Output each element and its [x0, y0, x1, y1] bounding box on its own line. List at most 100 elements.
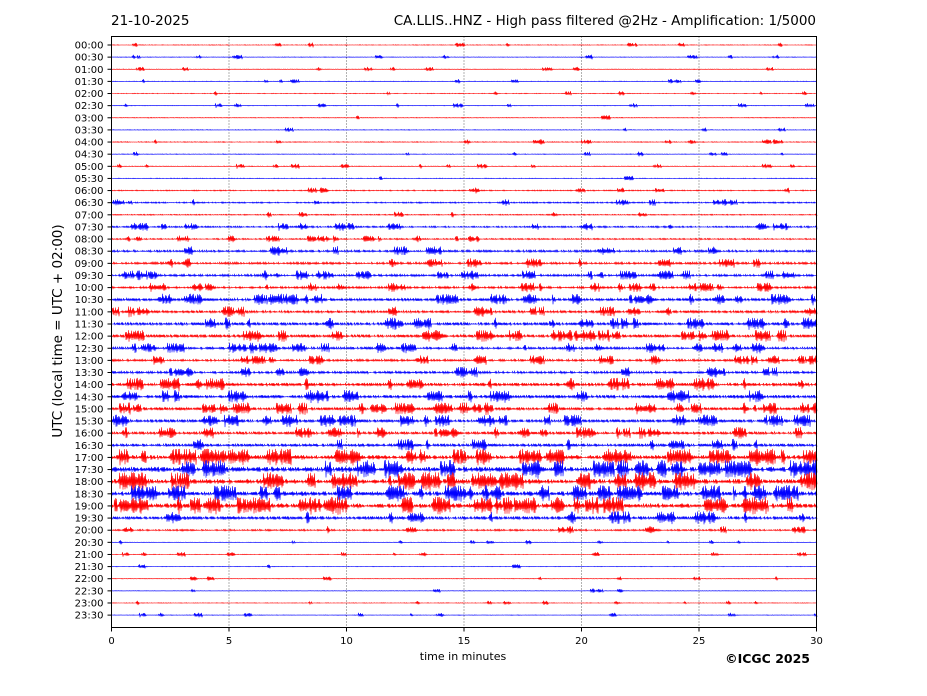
y-tick-label: 06:00 — [75, 186, 104, 197]
trace-line — [111, 66, 818, 72]
trace-line — [111, 127, 818, 132]
trace-line — [111, 79, 817, 84]
trace-line — [111, 438, 818, 451]
y-tick-label: 01:00 — [75, 65, 104, 76]
y-tick-label: 02:00 — [75, 89, 104, 100]
trace-line — [111, 485, 818, 502]
y-tick-label: 05:30 — [75, 174, 104, 185]
y-tick-label: 08:00 — [75, 235, 104, 246]
trace-line — [111, 103, 818, 108]
trace-line — [111, 306, 818, 318]
y-tick-label: 16:00 — [75, 429, 104, 440]
y-tick-label: 09:00 — [75, 259, 104, 270]
trace-line — [111, 600, 818, 606]
y-tick-label: 13:30 — [75, 368, 104, 379]
trace-line — [111, 270, 818, 281]
trace-line — [111, 612, 818, 618]
trace-line — [111, 187, 818, 194]
y-tick-label: 17:30 — [75, 465, 104, 476]
trace-line — [111, 175, 818, 181]
y-tick-label: 12:00 — [75, 332, 104, 343]
trace-line — [111, 293, 818, 306]
trace-line — [111, 151, 818, 157]
y-tick-label: 14:30 — [75, 392, 104, 403]
y-tick-label: 06:30 — [75, 198, 104, 209]
y-tick-labels: 00:0000:3001:0001:3002:0002:3003:0003:30… — [75, 41, 112, 622]
y-tick-label: 23:30 — [75, 611, 104, 622]
trace-line — [111, 115, 817, 120]
y-tick-label: 13:00 — [75, 356, 104, 367]
trace-line — [111, 258, 818, 269]
trace-line — [111, 377, 818, 392]
trace-line — [111, 317, 818, 331]
y-tick-label: 19:30 — [75, 514, 104, 525]
y-axis-label: UTC (local time = UTC + 02:00) — [50, 224, 66, 437]
trace-line — [111, 576, 818, 581]
x-tick-label: 5 — [226, 636, 232, 647]
y-tick-label: 11:00 — [75, 307, 104, 318]
trace-line — [111, 496, 818, 515]
chart-date: 21-10-2025 — [111, 13, 189, 29]
y-tick-label: 12:30 — [75, 344, 104, 355]
x-tick-label: 30 — [810, 636, 823, 647]
trace-line — [111, 472, 818, 491]
x-tick-label: 0 — [108, 636, 114, 647]
y-tick-label: 00:30 — [75, 53, 104, 64]
y-tick-label: 17:00 — [75, 453, 104, 464]
trace-line — [111, 199, 818, 206]
trace-line — [111, 389, 818, 404]
y-tick-label: 05:00 — [75, 162, 104, 173]
trace-group — [111, 42, 818, 618]
trace-line — [111, 588, 818, 594]
trace-line — [111, 355, 818, 366]
trace-line — [111, 459, 818, 479]
x-tick-label: 25 — [693, 636, 706, 647]
trace-line — [111, 42, 817, 48]
y-tick-label: 02:30 — [75, 101, 104, 112]
y-tick-label: 22:30 — [75, 586, 104, 597]
trace-line — [111, 211, 818, 218]
y-tick-label: 18:00 — [75, 477, 104, 488]
y-tick-label: 01:30 — [75, 77, 104, 88]
y-tick-label: 04:30 — [75, 150, 104, 161]
y-tick-label: 07:30 — [75, 222, 104, 233]
trace-line — [111, 552, 818, 557]
y-tick-label: 14:00 — [75, 380, 104, 391]
trace-line — [111, 402, 818, 416]
plot-frame — [111, 36, 817, 628]
x-axis-label: time in minutes — [420, 650, 507, 663]
y-tick-label: 03:30 — [75, 125, 104, 136]
trace-line — [111, 139, 818, 145]
y-tick-label: 22:00 — [75, 574, 104, 585]
copyright-text: ©ICGC 2025 — [725, 651, 810, 666]
trace-line — [111, 235, 818, 243]
trace-line — [111, 427, 818, 439]
trace-line — [111, 414, 818, 428]
y-tick-label: 21:30 — [75, 562, 104, 573]
trace-line — [111, 342, 818, 354]
y-tick-label: 10:30 — [75, 295, 104, 306]
y-tick-label: 20:00 — [75, 526, 104, 537]
y-tick-label: 18:30 — [75, 489, 104, 500]
trace-line — [111, 511, 818, 525]
trace-line — [111, 246, 818, 256]
trace-line — [111, 91, 818, 96]
x-ticks: 0 5 10 15 20 25 30 — [108, 627, 823, 647]
y-tick-label: 11:30 — [75, 319, 104, 330]
y-tick-label: 23:00 — [75, 598, 104, 609]
x-tick-label: 10 — [340, 636, 353, 647]
y-tick-label: 09:30 — [75, 271, 104, 282]
chart-title: CA.LLIS..HNZ - High pass filtered @2Hz -… — [394, 13, 816, 29]
y-tick-label: 07:00 — [75, 210, 104, 221]
y-tick-label: 21:00 — [75, 550, 104, 561]
y-tick-label: 20:30 — [75, 538, 104, 549]
y-tick-label: 00:00 — [75, 41, 104, 52]
trace-line — [111, 366, 818, 378]
y-tick-label: 03:00 — [75, 113, 104, 124]
y-tick-label: 15:30 — [75, 417, 104, 428]
y-tick-label: 16:30 — [75, 441, 104, 452]
trace-line — [111, 564, 818, 570]
y-tick-label: 08:30 — [75, 247, 104, 258]
x-tick-label: 20 — [575, 636, 588, 647]
